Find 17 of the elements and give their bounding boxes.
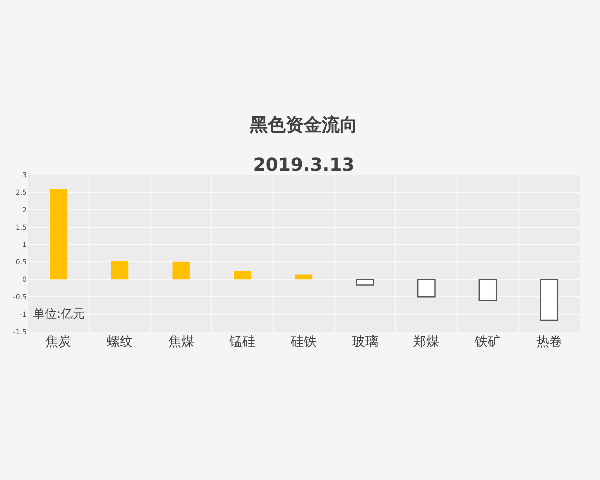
x-tick-label: 螺纹 <box>107 335 133 350</box>
x-tick-label: 铁矿 <box>474 335 501 350</box>
bar <box>111 261 129 280</box>
bar <box>234 270 252 280</box>
annotation: 单位:亿元 <box>33 307 86 321</box>
bar <box>172 262 190 280</box>
bar <box>295 274 313 280</box>
chart-subtitle: 2019.3.13 <box>253 155 355 176</box>
x-tick-label: 焦煤 <box>168 335 194 350</box>
x-tick-label: 郑煤 <box>414 335 440 350</box>
x-tick-label: 锰硅 <box>228 335 256 350</box>
x-tick-label: 玻璃 <box>352 335 378 350</box>
chart-title: 黑色资金流向 <box>249 115 358 136</box>
bar <box>50 188 68 280</box>
x-tick-label: 焦炭 <box>46 335 72 350</box>
x-tick-label: 硅铁 <box>290 335 317 350</box>
x-tick-label: 热卷 <box>536 335 562 350</box>
